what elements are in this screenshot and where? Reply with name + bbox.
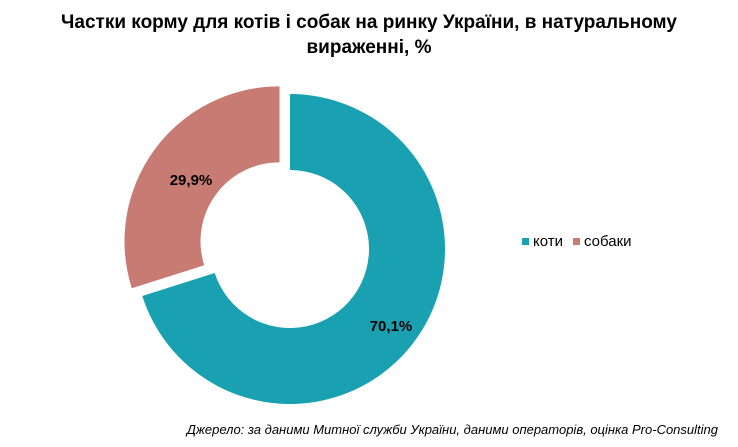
legend-swatch-cats: [522, 238, 529, 245]
legend-label-dogs: собаки: [584, 233, 632, 250]
donut-slices: [124, 86, 446, 405]
data-label-cats: 70,1%: [370, 318, 413, 335]
legend-label-cats: коти: [533, 233, 563, 250]
donut-slice-dogs: [124, 86, 280, 289]
chart-title-line-2: вираженні, %: [306, 37, 432, 58]
chart-legend: коти собаки: [522, 233, 642, 250]
legend-item-dogs: собаки: [573, 233, 632, 250]
donut-data-labels: 70,1% 29,9%: [170, 172, 413, 335]
chart-title: Частки корму для котів і собак на ринку …: [20, 10, 718, 60]
donut-slice-cats: [142, 94, 446, 405]
legend-item-cats: коти: [522, 233, 563, 250]
chart-title-line-1: Частки корму для котів і собак на ринку …: [61, 12, 677, 33]
legend-swatch-dogs: [573, 238, 580, 245]
data-label-dogs: 29,9%: [170, 172, 213, 189]
source-note: Джерело: за даними Митної служби України…: [186, 422, 718, 437]
